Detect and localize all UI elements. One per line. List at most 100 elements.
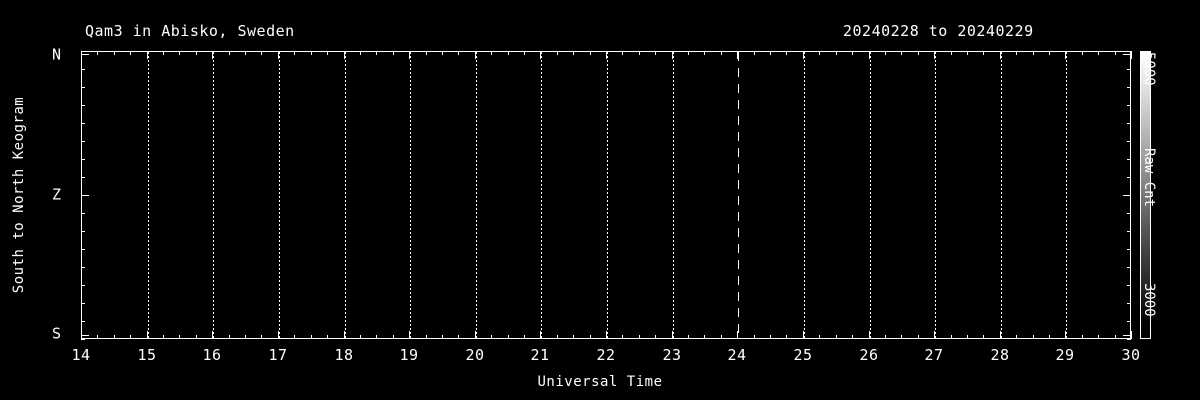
x-major-tick — [1000, 51, 1001, 59]
x-major-tick — [934, 51, 935, 59]
x-minor-tick — [622, 51, 623, 55]
y-minor-tick — [81, 159, 85, 160]
x-tick-label: 22 — [596, 346, 616, 364]
x-minor-tick — [196, 51, 197, 55]
x-minor-tick — [376, 51, 377, 55]
y-minor-tick — [1127, 69, 1131, 70]
x-minor-tick — [819, 51, 820, 55]
y-minor-tick — [81, 303, 85, 304]
colorbar-gradient — [1140, 51, 1151, 339]
gridline — [410, 52, 412, 338]
keogram-plot-area[interactable] — [81, 51, 1131, 339]
y-minor-tick — [81, 213, 85, 214]
page-title: Qam3 in Abisko, Sweden — [85, 22, 295, 40]
x-minor-tick — [245, 51, 246, 55]
x-minor-tick — [688, 51, 689, 55]
x-major-tick — [475, 331, 476, 339]
x-minor-tick — [786, 51, 787, 55]
x-minor-tick — [918, 51, 919, 55]
x-tick-label: 23 — [662, 346, 682, 364]
x-minor-tick — [590, 335, 591, 339]
x-minor-tick — [458, 51, 459, 55]
x-minor-tick — [508, 51, 509, 55]
y-minor-tick — [81, 231, 85, 232]
x-tick-label: 14 — [71, 346, 91, 364]
x-major-tick — [475, 51, 476, 59]
x-minor-tick — [179, 335, 180, 339]
x-minor-tick — [622, 335, 623, 339]
x-minor-tick — [967, 335, 968, 339]
x-minor-tick — [918, 335, 919, 339]
x-minor-tick — [885, 335, 886, 339]
x-major-tick — [1065, 51, 1066, 59]
x-minor-tick — [951, 335, 952, 339]
y-minor-tick — [1127, 339, 1131, 340]
x-minor-tick — [229, 51, 230, 55]
x-minor-tick — [1016, 335, 1017, 339]
gridline — [278, 52, 280, 338]
x-minor-tick — [786, 335, 787, 339]
x-major-tick — [344, 331, 345, 339]
gridline — [213, 52, 215, 338]
x-minor-tick — [557, 335, 558, 339]
x-minor-tick — [704, 335, 705, 339]
gridline — [935, 52, 937, 338]
y-minor-tick — [1127, 141, 1131, 142]
x-tick-label: 29 — [1055, 346, 1075, 364]
x-minor-tick — [196, 335, 197, 339]
x-major-tick — [278, 331, 279, 339]
colorbar-min-label: 3000 — [1141, 283, 1157, 317]
x-minor-tick — [1115, 335, 1116, 339]
x-minor-tick — [114, 335, 115, 339]
x-minor-tick — [442, 335, 443, 339]
x-major-tick — [147, 51, 148, 59]
x-minor-tick — [393, 335, 394, 339]
x-minor-tick — [179, 51, 180, 55]
x-minor-tick — [491, 51, 492, 55]
x-minor-tick — [524, 51, 525, 55]
x-minor-tick — [327, 335, 328, 339]
x-major-tick — [803, 331, 804, 339]
keogram-image — [82, 52, 1130, 338]
x-major-tick — [737, 51, 738, 59]
x-minor-tick — [130, 51, 131, 55]
x-minor-tick — [97, 335, 98, 339]
gridline — [672, 52, 674, 338]
y-minor-tick — [81, 105, 85, 106]
y-minor-tick — [1127, 105, 1131, 106]
y-major-tick — [81, 195, 89, 196]
x-minor-tick — [163, 335, 164, 339]
x-minor-tick — [770, 51, 771, 55]
gridline — [803, 52, 805, 338]
x-major-tick — [606, 331, 607, 339]
x-minor-tick — [1098, 335, 1099, 339]
x-minor-tick — [294, 51, 295, 55]
x-minor-tick — [114, 51, 115, 55]
y-minor-tick — [81, 141, 85, 142]
x-minor-tick — [524, 335, 525, 339]
colorbar-title: Raw Cnt — [1141, 148, 1157, 208]
y-tick-label: Z — [52, 185, 62, 204]
x-major-tick — [147, 331, 148, 339]
x-major-tick — [1131, 331, 1132, 339]
x-major-tick — [540, 331, 541, 339]
y-minor-tick — [1127, 231, 1131, 232]
x-major-tick — [869, 51, 870, 59]
x-minor-tick — [655, 335, 656, 339]
x-minor-tick — [261, 51, 262, 55]
y-minor-tick — [81, 285, 85, 286]
colorbar — [1140, 51, 1151, 339]
x-minor-tick — [639, 51, 640, 55]
x-minor-tick — [704, 51, 705, 55]
x-minor-tick — [97, 51, 98, 55]
x-minor-tick — [655, 51, 656, 55]
x-minor-tick — [1049, 51, 1050, 55]
x-minor-tick — [163, 51, 164, 55]
y-minor-tick — [1127, 87, 1131, 88]
x-minor-tick — [458, 335, 459, 339]
x-major-tick — [672, 331, 673, 339]
x-minor-tick — [360, 51, 361, 55]
x-minor-tick — [983, 335, 984, 339]
x-minor-tick — [819, 335, 820, 339]
x-minor-tick — [393, 51, 394, 55]
